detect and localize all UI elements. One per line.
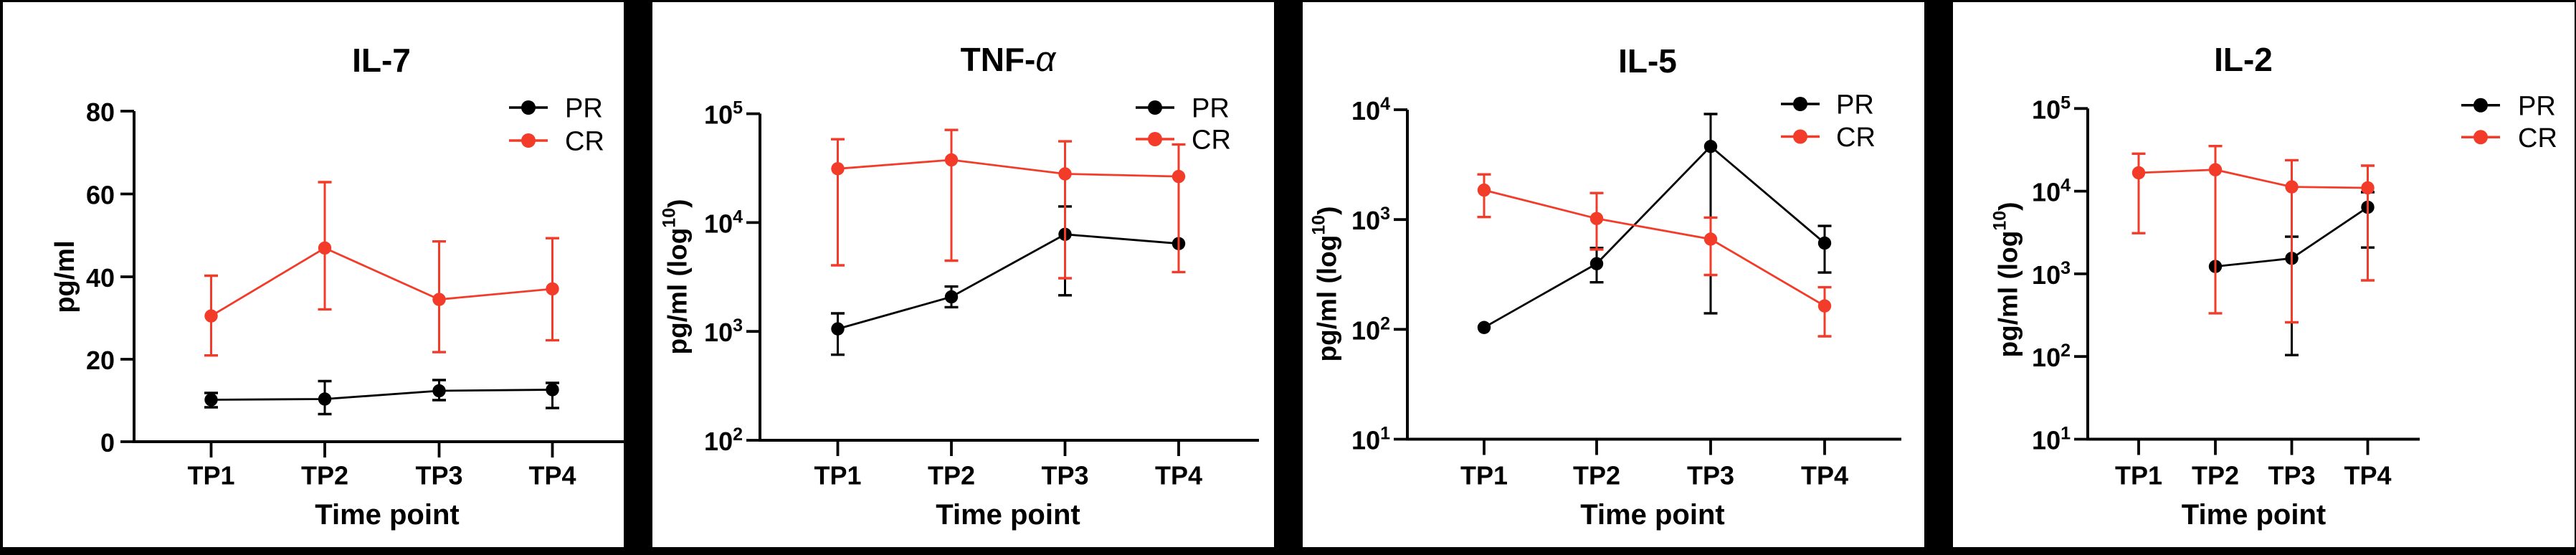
svg-text:pg/ml (log10): pg/ml (log10) [1309, 207, 1342, 362]
svg-text:TP4: TP4 [2344, 461, 2391, 490]
svg-text:TP1: TP1 [187, 461, 234, 490]
svg-text:TNF-α: TNF-α [961, 40, 1058, 79]
svg-text:60: 60 [86, 181, 115, 210]
svg-text:IL-2: IL-2 [2214, 41, 2273, 78]
svg-text:PR: PR [1192, 94, 1230, 124]
svg-text:CR: CR [565, 127, 604, 157]
svg-text:0: 0 [100, 428, 115, 457]
svg-text:CR: CR [2518, 123, 2557, 153]
svg-text:pg/ml: pg/ml [50, 240, 80, 313]
svg-text:TP1: TP1 [1460, 461, 1508, 490]
svg-text:TP2: TP2 [2192, 461, 2239, 490]
svg-text:TP4: TP4 [1801, 461, 1848, 490]
svg-text:pg/ml (log10): pg/ml (log10) [1990, 202, 2023, 358]
svg-text:TP3: TP3 [1687, 461, 1734, 490]
svg-text:20: 20 [86, 346, 115, 375]
svg-text:Time point: Time point [2182, 499, 2326, 531]
svg-text:TP3: TP3 [2268, 461, 2315, 490]
svg-text:Time point: Time point [1580, 499, 1724, 531]
svg-text:80: 80 [86, 98, 115, 127]
svg-text:TP3: TP3 [415, 461, 462, 490]
svg-text:TP2: TP2 [1573, 461, 1620, 490]
svg-text:TP4: TP4 [528, 461, 576, 490]
svg-text:PR: PR [565, 94, 603, 124]
svg-text:Time point: Time point [315, 499, 459, 531]
svg-text:IL-5: IL-5 [1618, 42, 1677, 80]
svg-text:TP2: TP2 [928, 461, 975, 490]
svg-text:TP2: TP2 [301, 461, 348, 490]
svg-text:TP3: TP3 [1041, 461, 1088, 490]
svg-text:Time point: Time point [936, 499, 1080, 531]
svg-text:102: 102 [1351, 313, 1390, 345]
svg-text:CR: CR [1836, 123, 1876, 153]
svg-text:TP1: TP1 [814, 461, 861, 490]
svg-text:TP4: TP4 [1155, 461, 1202, 490]
svg-text:CR: CR [1192, 125, 1231, 156]
svg-text:IL-7: IL-7 [352, 42, 411, 79]
svg-text:TP1: TP1 [2115, 461, 2162, 490]
svg-text:40: 40 [86, 263, 115, 293]
svg-text:PR: PR [1836, 90, 1874, 120]
svg-text:PR: PR [2518, 91, 2556, 121]
